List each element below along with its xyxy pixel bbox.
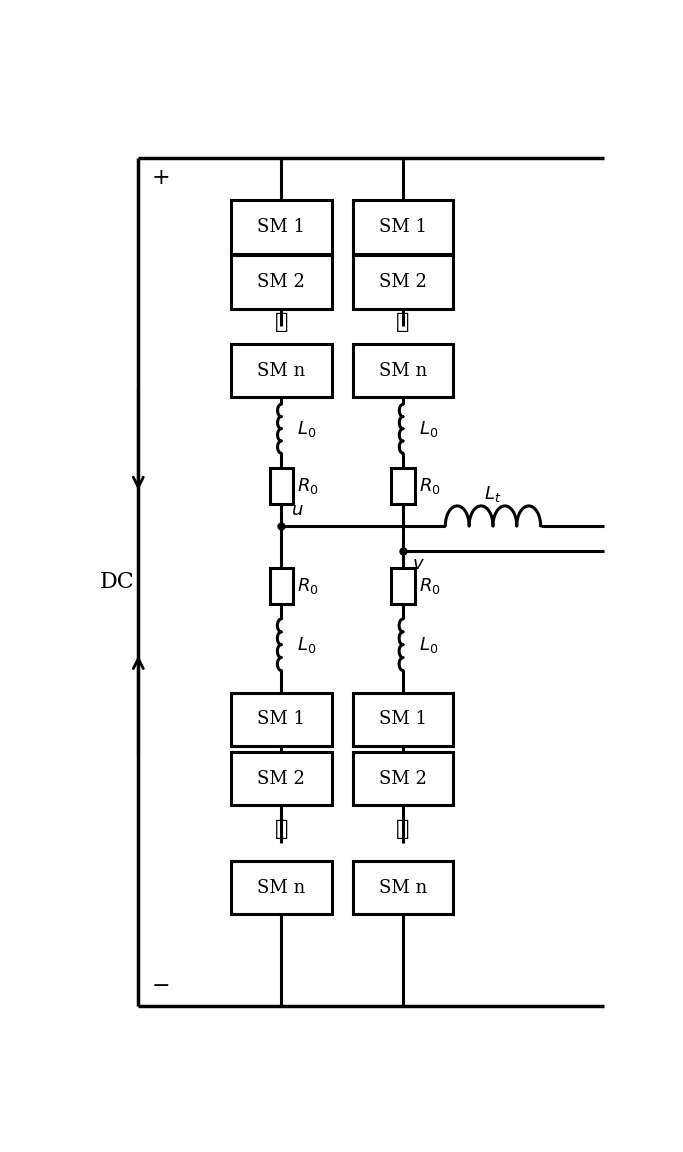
Bar [352, 200, 454, 253]
Text: $R_0$: $R_0$ [419, 476, 441, 497]
Text: $v$: $v$ [413, 555, 426, 574]
Bar [352, 344, 454, 397]
Text: $L_0$: $L_0$ [297, 418, 316, 439]
Text: $L_0$: $L_0$ [297, 635, 316, 654]
Bar [231, 344, 331, 397]
Text: $L_0$: $L_0$ [419, 635, 438, 654]
Text: SM 2: SM 2 [257, 273, 305, 291]
Text: ⋮: ⋮ [275, 311, 288, 333]
Bar [352, 862, 454, 915]
Text: $R_0$: $R_0$ [297, 476, 319, 497]
Text: ⋮: ⋮ [396, 818, 410, 840]
Text: SM n: SM n [257, 362, 305, 380]
Text: SM n: SM n [257, 879, 305, 896]
Text: $R_0$: $R_0$ [297, 576, 319, 597]
Bar [352, 256, 454, 309]
Text: $L_0$: $L_0$ [419, 418, 438, 439]
Text: SM 2: SM 2 [379, 273, 427, 291]
Bar [270, 568, 293, 604]
Text: DC: DC [100, 570, 135, 593]
Text: ⋮: ⋮ [396, 311, 410, 333]
Bar [352, 752, 454, 805]
Text: ⋮: ⋮ [275, 818, 288, 840]
Text: SM 1: SM 1 [257, 218, 305, 236]
Text: +: + [152, 167, 170, 189]
Text: $u$: $u$ [291, 501, 303, 518]
Bar [231, 256, 331, 309]
Text: $R_0$: $R_0$ [419, 576, 441, 597]
Text: SM n: SM n [379, 879, 427, 896]
Bar [231, 862, 331, 915]
Text: SM 1: SM 1 [379, 711, 427, 728]
Bar [391, 568, 415, 604]
Text: $L_t$: $L_t$ [484, 484, 501, 503]
Bar [270, 468, 293, 503]
Text: SM n: SM n [379, 362, 427, 380]
Text: SM 2: SM 2 [379, 770, 427, 788]
Bar [231, 200, 331, 253]
Bar [352, 692, 454, 745]
Bar [231, 752, 331, 805]
Text: SM 1: SM 1 [257, 711, 305, 728]
Text: −: − [152, 975, 170, 996]
Bar [391, 468, 415, 503]
Text: SM 2: SM 2 [257, 770, 305, 788]
Text: SM 1: SM 1 [379, 218, 427, 236]
Bar [231, 692, 331, 745]
